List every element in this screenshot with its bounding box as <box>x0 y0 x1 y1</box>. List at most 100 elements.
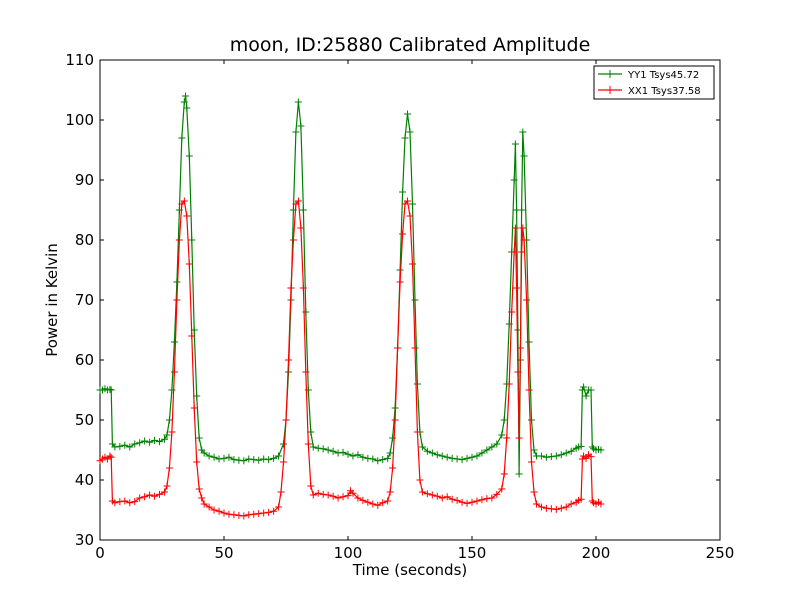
data-point-marker <box>215 455 223 463</box>
data-point-marker <box>160 488 168 496</box>
data-point-marker <box>537 503 545 511</box>
data-point-marker <box>408 200 416 208</box>
data-point-marker <box>339 448 347 456</box>
data-point-marker <box>255 456 263 464</box>
data-point-marker <box>116 442 124 450</box>
data-point-marker <box>151 436 159 444</box>
data-point-marker <box>141 493 149 501</box>
data-point-marker <box>168 428 176 436</box>
data-point-marker <box>349 489 357 497</box>
data-point-marker <box>173 296 181 304</box>
data-point-marker <box>473 452 481 460</box>
series-yy1 <box>96 92 605 478</box>
data-point-marker <box>250 456 258 464</box>
data-point-marker <box>389 434 397 442</box>
data-point-marker <box>107 386 115 394</box>
data-point-marker <box>423 490 431 498</box>
data-point-marker <box>307 482 315 490</box>
data-point-marker <box>265 456 273 464</box>
data-point-marker <box>443 453 451 461</box>
data-point-marker <box>552 505 560 513</box>
data-point-marker <box>193 458 201 466</box>
data-point-marker <box>411 344 419 352</box>
data-point-marker <box>314 489 322 497</box>
data-point-marker <box>210 453 218 461</box>
data-point-marker <box>493 440 501 448</box>
data-point-marker <box>188 332 196 340</box>
data-point-marker <box>578 455 586 463</box>
data-point-marker <box>287 284 295 292</box>
data-point-marker <box>547 505 555 513</box>
data-point-marker <box>528 416 536 424</box>
data-point-marker <box>131 440 139 448</box>
data-point-marker <box>514 368 522 376</box>
chart-title: moon, ID:25880 Calibrated Amplitude <box>229 34 591 56</box>
data-point-marker <box>339 493 347 501</box>
data-point-marker <box>302 368 310 376</box>
data-point-marker <box>198 494 206 502</box>
data-point-marker <box>508 308 516 316</box>
data-point-marker <box>401 134 409 142</box>
data-point-marker <box>225 453 233 461</box>
data-point-marker <box>510 248 518 256</box>
y-tick-label: 110 <box>65 51 94 69</box>
data-point-marker <box>391 416 399 424</box>
data-point-marker <box>309 443 317 451</box>
legend-marker <box>606 70 614 78</box>
data-point-marker <box>146 438 154 446</box>
data-point-marker <box>304 440 312 448</box>
data-point-marker <box>354 494 362 502</box>
data-point-marker <box>587 386 595 394</box>
data-point-marker <box>458 456 466 464</box>
data-point-marker <box>552 452 560 460</box>
data-point-marker <box>160 435 168 443</box>
data-point-marker <box>121 441 129 449</box>
x-tick-label: 200 <box>582 544 611 562</box>
data-point-marker <box>519 224 527 232</box>
data-point-marker <box>418 488 426 496</box>
data-point-marker <box>580 383 588 391</box>
data-point-marker <box>354 451 362 459</box>
data-point-marker <box>314 444 322 452</box>
data-point-marker <box>260 509 268 517</box>
data-point-marker <box>334 494 342 502</box>
data-point-marker <box>379 456 387 464</box>
data-point-marker <box>151 492 159 500</box>
data-point-marker <box>170 368 178 376</box>
data-point-marker <box>245 511 253 519</box>
data-point-marker <box>516 344 524 352</box>
data-point-marker <box>235 456 243 464</box>
y-tick-label: 90 <box>75 171 94 189</box>
data-point-marker <box>275 452 283 460</box>
data-point-marker <box>225 510 233 518</box>
data-point-marker <box>399 230 407 238</box>
data-point-marker <box>106 452 114 460</box>
data-point-marker <box>567 447 575 455</box>
data-point-marker <box>141 437 149 445</box>
data-point-marker <box>185 152 193 160</box>
data-point-marker <box>126 443 134 451</box>
x-tick-label: 0 <box>95 544 105 562</box>
data-point-marker <box>319 490 327 498</box>
data-point-marker <box>173 278 181 286</box>
data-point-marker <box>195 434 203 442</box>
axis-ticks: 0 50 100 150 200 250 30 40 50 60 70 80 90 100 110 <box>65 51 734 562</box>
y-tick-label: 60 <box>75 351 94 369</box>
data-point-marker <box>220 454 228 462</box>
data-point-marker <box>277 488 285 496</box>
data-point-marker <box>588 443 596 451</box>
data-point-marker <box>433 451 441 459</box>
data-point-marker <box>379 499 387 507</box>
data-point-marker <box>519 128 527 136</box>
data-point-marker <box>577 442 585 450</box>
data-point-marker <box>518 206 526 214</box>
data-point-marker <box>458 498 466 506</box>
data-point-marker <box>180 98 188 106</box>
data-point-marker <box>344 450 352 458</box>
data-point-marker <box>188 236 196 244</box>
data-point-marker <box>468 453 476 461</box>
x-tick-label: 100 <box>334 544 363 562</box>
data-point-marker <box>146 491 154 499</box>
data-point-marker <box>413 380 421 388</box>
legend-marker <box>606 86 614 94</box>
